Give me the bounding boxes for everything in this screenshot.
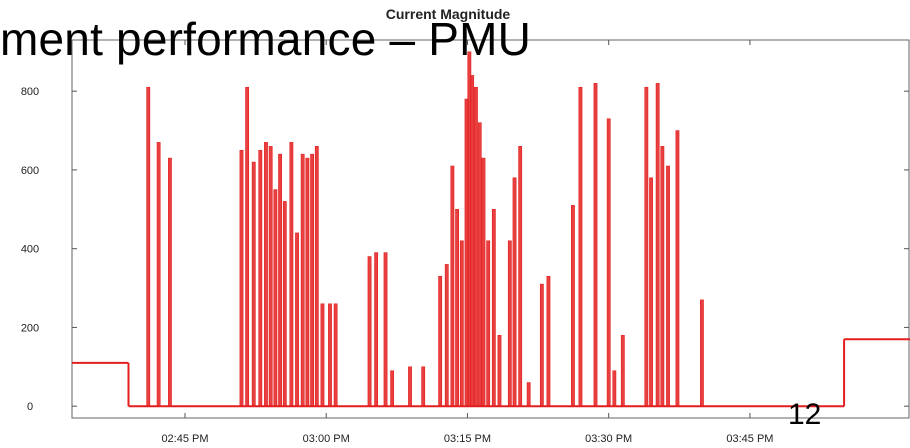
bar — [497, 335, 502, 407]
bar — [518, 146, 523, 407]
bar — [421, 366, 426, 407]
bar — [146, 86, 151, 407]
bar — [282, 201, 287, 407]
y-tick-label: 600 — [21, 165, 39, 177]
bar — [578, 86, 583, 407]
bar — [333, 303, 338, 407]
bar — [251, 161, 256, 407]
chart-title: Current Magnitude — [386, 6, 511, 22]
bar — [239, 149, 244, 407]
x-tick-label: 03:30 PM — [585, 433, 632, 445]
bar — [481, 157, 486, 407]
x-tick-label: 02:45 PM — [161, 433, 208, 445]
bar — [470, 75, 475, 407]
bar — [700, 299, 704, 407]
bar — [328, 303, 332, 407]
bar — [258, 149, 263, 407]
y-tick-label: 800 — [21, 86, 39, 98]
bar — [526, 382, 531, 407]
bar — [620, 335, 625, 407]
bar — [168, 157, 172, 407]
bar — [644, 86, 649, 407]
bar — [539, 283, 544, 407]
bar — [571, 205, 575, 407]
page-number: 12 — [788, 398, 822, 431]
bar — [660, 146, 665, 407]
bar — [612, 370, 617, 407]
bar — [305, 157, 310, 407]
bar — [507, 240, 512, 407]
bar — [310, 153, 315, 407]
bar — [606, 118, 611, 407]
bar-series — [146, 51, 704, 407]
bar — [264, 142, 268, 407]
y-tick-label: 400 — [21, 244, 39, 256]
bar — [245, 86, 250, 407]
x-tick-label: 03:15 PM — [444, 433, 491, 445]
bar — [459, 240, 464, 407]
bar — [278, 153, 282, 407]
bar — [593, 83, 598, 407]
bar — [320, 303, 325, 407]
bar — [295, 232, 299, 407]
bar — [486, 240, 491, 407]
bar — [390, 370, 395, 407]
bar — [300, 153, 305, 407]
bar — [546, 275, 551, 407]
bar — [289, 142, 294, 407]
bar — [374, 252, 379, 407]
x-axis: 02:45 PM 03:00 PM 03:15 PM 03:30 PM 03:45 PM — [161, 40, 773, 445]
bar — [450, 165, 455, 407]
bar — [438, 275, 443, 407]
x-tick-label: 03:00 PM — [303, 433, 350, 445]
baseline-series — [72, 338, 910, 408]
y-tick-label: 0 — [27, 401, 33, 413]
bar — [314, 146, 319, 407]
bar — [268, 146, 273, 407]
bar — [477, 122, 482, 407]
slide-title: ment performance – PMU — [0, 13, 532, 65]
y-axis: 0 200 400 600 800 — [21, 86, 909, 413]
bar — [367, 256, 372, 407]
bar — [408, 366, 412, 407]
bar — [474, 86, 478, 407]
bar — [675, 130, 680, 407]
bar — [383, 252, 388, 407]
bar — [455, 209, 460, 407]
plot-frame — [71, 39, 910, 419]
bar — [444, 264, 449, 407]
bar — [649, 177, 653, 407]
bar — [512, 177, 517, 407]
bar — [156, 142, 161, 407]
x-tick-label: 03:45 PM — [726, 433, 773, 445]
bar — [491, 209, 496, 407]
bar — [273, 189, 278, 407]
y-tick-label: 200 — [21, 322, 39, 334]
bar — [655, 83, 660, 407]
bar — [666, 165, 670, 407]
